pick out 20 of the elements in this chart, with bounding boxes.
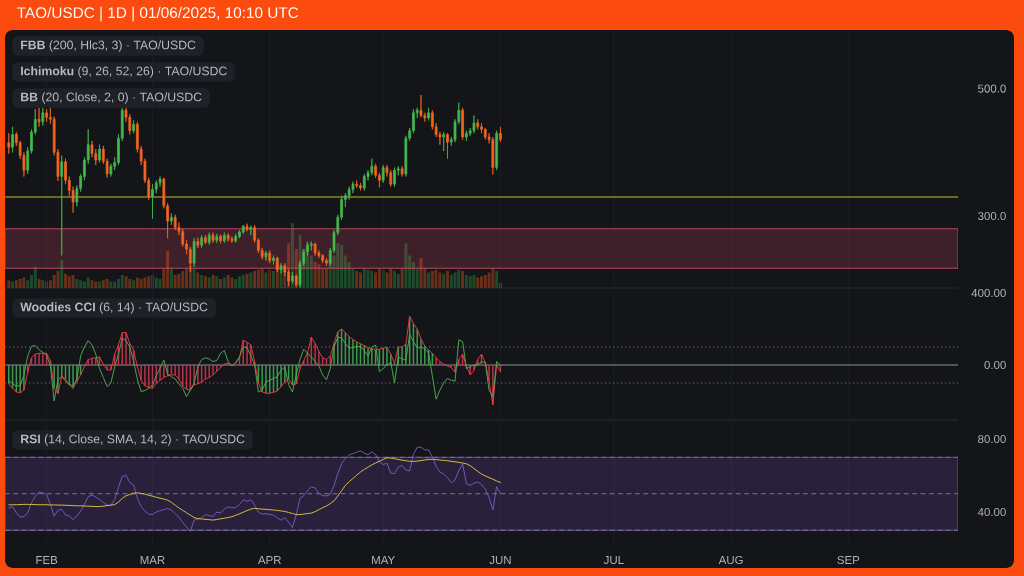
y-tick-label: 500.0 bbox=[978, 84, 1006, 93]
text: Woodies CCI (6, 14) · TAO/USDC bbox=[20, 302, 208, 314]
x-tick-label: AUG bbox=[718, 555, 743, 565]
x-tick-label: JUN bbox=[489, 556, 511, 564]
x-tick-label: MAR bbox=[140, 556, 165, 564]
y-tick-label: 400.00 bbox=[971, 288, 1006, 298]
annotation: FBB (200, Hlc3, 3) · TAO/USDC bbox=[21, 40, 196, 52]
y-tick-label: 40.00 bbox=[977, 507, 1006, 517]
x-tick-label: MAY bbox=[372, 556, 395, 564]
annotation: BB (20, Close, 2, 0) · TAO/USDC bbox=[21, 92, 202, 104]
x-tick-label: APR bbox=[257, 556, 281, 564]
x-tick-label: SEP bbox=[837, 555, 860, 565]
chart-title: TAO/USDC | 1D | 01/06/2025, 10:10 UTC bbox=[17, 6, 299, 22]
x-tick-label: JUL bbox=[603, 556, 624, 564]
annotation: Ichimoku (9, 26, 52, 26) · TAO/USDC bbox=[21, 66, 227, 78]
x-tick-label: FEB bbox=[36, 556, 58, 564]
text: RSI (14, Close, SMA, 14, 2) · TAO/USDC bbox=[21, 434, 245, 446]
y-tick-label: 300.0 bbox=[978, 211, 1006, 221]
y-tick-label: 0.00 bbox=[984, 360, 1006, 370]
y-tick-label: 80.00 bbox=[978, 434, 1006, 444]
